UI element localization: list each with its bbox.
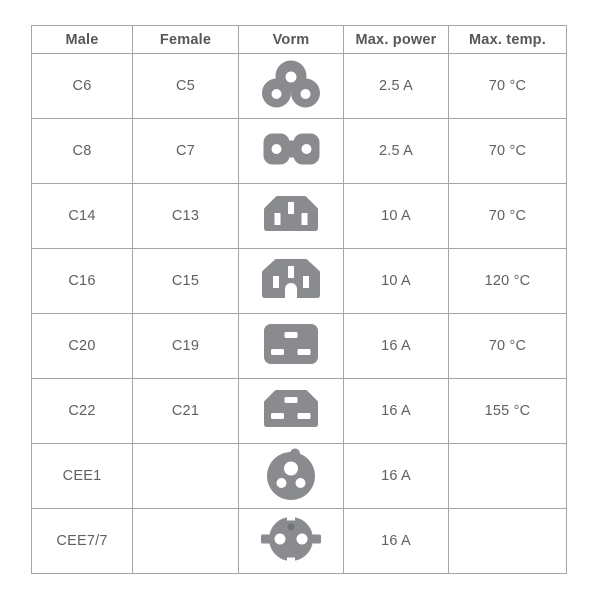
max-power-cell: 16 A [343,508,449,574]
max-power-cell: 16 A [343,443,449,509]
vorm-cell [238,443,344,509]
vorm-cell [238,183,344,249]
vorm-cell [238,313,344,379]
vorm-cell [238,508,344,574]
female-cell: C7 [132,118,239,184]
max-temp-cell: 70 °C [448,53,567,119]
female-cell: C21 [132,378,239,444]
cee7-7-schuko-connector-icon [260,514,322,564]
c21-connector-icon [261,388,321,430]
table-row: C20 C19 16 A 70 °C [31,313,567,379]
header-female: Female [132,25,239,54]
female-cell: C19 [132,313,239,379]
male-cell: C16 [31,248,133,314]
female-cell: C5 [132,53,239,119]
connector-spec-table: Male Female Vorm Max. power Max. temp. C… [31,25,567,574]
max-power-cell: 10 A [343,183,449,249]
max-power-cell: 10 A [343,248,449,314]
female-cell [132,443,239,509]
table-header: Male Female Vorm Max. power Max. temp. [31,25,567,54]
header-max-temp: Max. temp. [448,25,567,54]
table-row: C22 C21 16 A 155 °C [31,378,567,444]
vorm-cell [238,118,344,184]
table-body: C6 C5 2.5 A 70 °C C8 C7 2.5 A 70 °C C14 C13 10 A 70… [31,53,567,574]
header-row: Male Female Vorm Max. power Max. temp. [31,25,567,54]
header-max-power: Max. power [343,25,449,54]
male-cell: C6 [31,53,133,119]
female-cell: C15 [132,248,239,314]
header-male: Male [31,25,133,54]
vorm-cell [238,378,344,444]
max-temp-cell [448,508,567,574]
c15-connector-icon [259,256,323,302]
header-vorm: Vorm [238,25,344,54]
max-temp-cell: 70 °C [448,118,567,184]
max-temp-cell [448,443,567,509]
table-row: CEE7/7 16 A [31,508,567,574]
connector-spec-page: Male Female Vorm Max. power Max. temp. C… [31,25,567,574]
max-power-cell: 2.5 A [343,118,449,184]
table-row: C8 C7 2.5 A 70 °C [31,118,567,184]
female-cell: C13 [132,183,239,249]
table-row: C16 C15 10 A 120 °C [31,248,567,314]
female-cell [132,508,239,574]
male-cell: C14 [31,183,133,249]
table-row: C6 C5 2.5 A 70 °C [31,53,567,119]
max-power-cell: 16 A [343,313,449,379]
male-cell: C22 [31,378,133,444]
max-power-cell: 2.5 A [343,53,449,119]
c7-figure8-connector-icon [263,133,320,166]
max-temp-cell: 70 °C [448,313,567,379]
max-temp-cell: 120 °C [448,248,567,314]
male-cell: CEE1 [31,443,133,509]
male-cell: C20 [31,313,133,379]
c5-cloverleaf-connector-icon [262,60,320,109]
max-temp-cell: 70 °C [448,183,567,249]
cee1-connector-icon [265,447,317,501]
c19-connector-icon [263,323,319,365]
male-cell: C8 [31,118,133,184]
table-row: C14 C13 10 A 70 °C [31,183,567,249]
male-cell: CEE7/7 [31,508,133,574]
max-temp-cell: 155 °C [448,378,567,444]
vorm-cell [238,53,344,119]
c13-connector-icon [261,194,321,234]
table-row: CEE1 16 A [31,443,567,509]
max-power-cell: 16 A [343,378,449,444]
vorm-cell [238,248,344,314]
